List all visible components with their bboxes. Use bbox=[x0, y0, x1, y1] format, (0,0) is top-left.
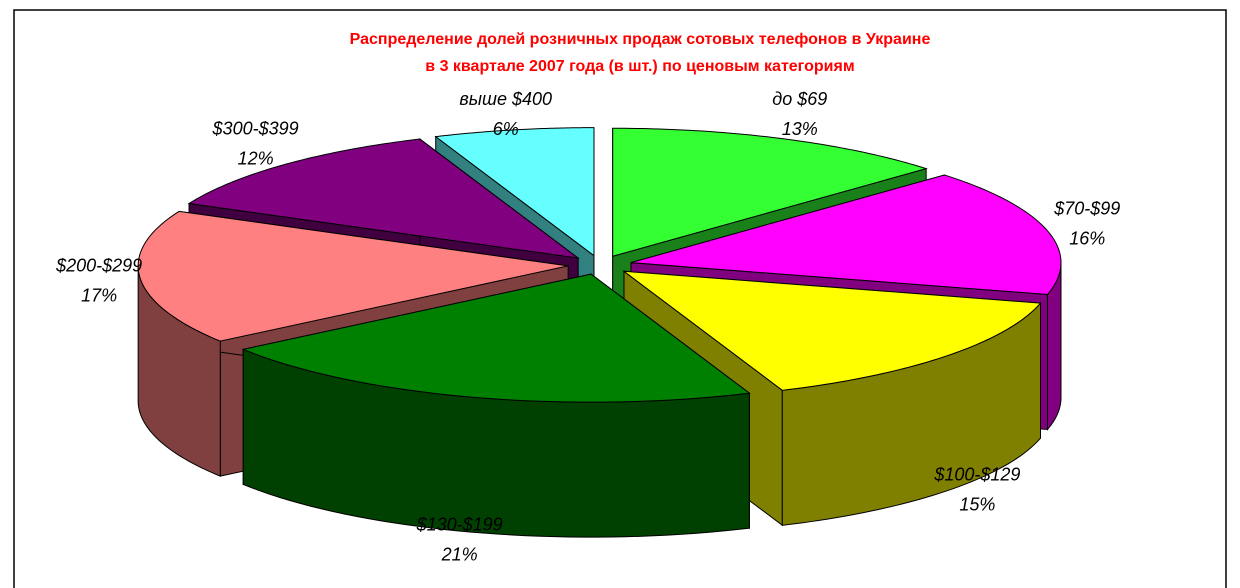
slice bbox=[187, 138, 580, 259]
slice bbox=[241, 273, 751, 403]
chart-title: в 3 квартале 2007 года (в шт.) по ценовы… bbox=[425, 58, 854, 75]
data-label-value: 6% bbox=[493, 119, 519, 139]
slice bbox=[434, 127, 595, 257]
data-label-value: 21% bbox=[441, 544, 478, 564]
data-label-category: до $69 bbox=[772, 89, 827, 109]
chart-title: Распределение долей розничных продаж сот… bbox=[350, 31, 931, 48]
data-label-category: выше $400 bbox=[459, 89, 552, 109]
slice bbox=[612, 127, 928, 257]
data-label-category: $300-$399 bbox=[212, 118, 299, 138]
slice bbox=[241, 273, 751, 538]
data-label-category: $70-$99 bbox=[1053, 198, 1120, 218]
slice bbox=[137, 210, 569, 342]
data-label-value: 13% bbox=[782, 119, 818, 139]
data-label-value: 12% bbox=[238, 148, 274, 168]
data-label-category: $130-$199 bbox=[416, 514, 503, 534]
data-label-value: 17% bbox=[81, 285, 117, 305]
slice bbox=[622, 270, 1042, 391]
slice bbox=[630, 174, 1062, 295]
data-label-category: $100-$129 bbox=[933, 465, 1020, 485]
data-label-value: 15% bbox=[959, 495, 995, 515]
data-label-value: 16% bbox=[1069, 228, 1105, 248]
data-label-category: $200-$299 bbox=[55, 255, 142, 275]
